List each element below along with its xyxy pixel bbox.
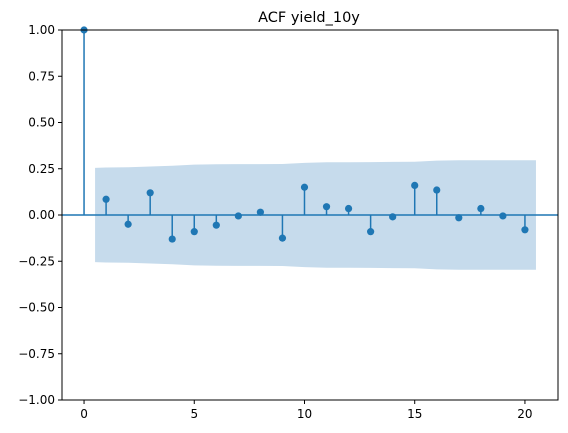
y-tick-label: −1.00 <box>18 393 55 407</box>
y-tick-label: −0.50 <box>18 301 55 315</box>
y-tick-label: −0.75 <box>18 347 55 361</box>
axes-layer: 0 5 10 15 20 −1.00 −0.75 −0.50 −0.25 0.00 0.25 0.50… <box>18 23 559 421</box>
acf-marker-lag-14 <box>389 213 397 221</box>
y-tick-label: 1.00 <box>28 23 55 37</box>
acf-marker-lag-2 <box>124 220 132 228</box>
y-tick-label: 0.00 <box>28 208 55 222</box>
acf-marker-lag-10 <box>300 183 309 191</box>
y-tick-label: −0.25 <box>18 254 55 268</box>
acf-marker-lag-1 <box>102 195 110 203</box>
x-tick-label: 0 <box>80 407 88 421</box>
acf-marker-lag-11 <box>322 203 331 211</box>
acf-marker-lag-5 <box>190 228 198 236</box>
acf-marker-lag-19 <box>499 212 507 220</box>
x-tick-label: 15 <box>407 407 422 421</box>
x-tick-label: 10 <box>297 407 312 421</box>
acf-marker-lag-16 <box>433 186 441 194</box>
acf-marker-lag-18 <box>477 204 485 213</box>
acf-marker-lag-7 <box>234 212 242 220</box>
x-tick-label: 5 <box>190 407 198 421</box>
y-tick-label: 0.50 <box>28 116 55 130</box>
acf-marker-lag-9 <box>278 234 287 242</box>
acf-marker-lag-17 <box>455 214 463 222</box>
acf-marker-lag-3 <box>146 189 154 197</box>
acf-marker-lag-6 <box>212 221 220 229</box>
acf-marker-lag-12 <box>344 204 353 213</box>
chart-title: ACF yield_10y <box>258 10 360 26</box>
acf-marker-lag-15 <box>411 181 419 189</box>
acf-marker-lag-13 <box>367 228 375 236</box>
x-tick-label: 20 <box>517 407 532 421</box>
acf-marker-lag-20 <box>521 226 529 234</box>
y-tick-label: 0.25 <box>28 162 55 176</box>
acf-marker-lag-4 <box>168 235 176 243</box>
y-tick-label: 0.75 <box>28 69 55 83</box>
stem-layer <box>80 26 529 243</box>
acf-marker-lag-8 <box>256 208 264 216</box>
